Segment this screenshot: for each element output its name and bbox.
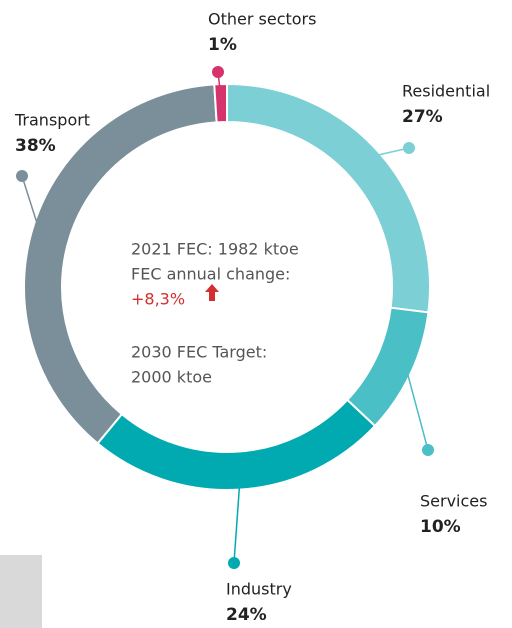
leader-line (21, 175, 39, 226)
annotation: 2021 FEC: 1982 ktoe (131, 240, 299, 259)
slice-value: 10% (420, 517, 461, 537)
annotation: 2000 ktoe (131, 368, 212, 387)
center-text: 2021 FEC: 1982 ktoe FEC annual change: +… (131, 240, 299, 387)
label-dot (403, 142, 415, 154)
annotation: +8,3% (131, 290, 185, 309)
label-dot (228, 557, 240, 569)
slice-label: Services (420, 492, 487, 511)
slice-value: 1% (208, 35, 237, 55)
slice-value: 38% (15, 136, 56, 156)
annotation: 2030 FEC Target: (131, 343, 267, 362)
up-arrow (205, 284, 219, 301)
leader-line (233, 485, 241, 564)
annotation: FEC annual change: (131, 265, 290, 284)
slice-value: 27% (402, 107, 443, 127)
donut-slice (213, 82, 228, 124)
leader-line (406, 371, 429, 451)
corner-box (0, 555, 42, 628)
slice-label: Residential (402, 82, 490, 101)
slice-label: Transport (14, 111, 90, 130)
slice-value: 24% (226, 605, 267, 625)
slice-label: Industry (226, 580, 292, 599)
donut-slice (96, 398, 377, 491)
label-dot (16, 170, 28, 182)
slice-label: Other sectors (208, 10, 316, 29)
label-dot (212, 66, 224, 78)
label-dot (422, 444, 434, 456)
